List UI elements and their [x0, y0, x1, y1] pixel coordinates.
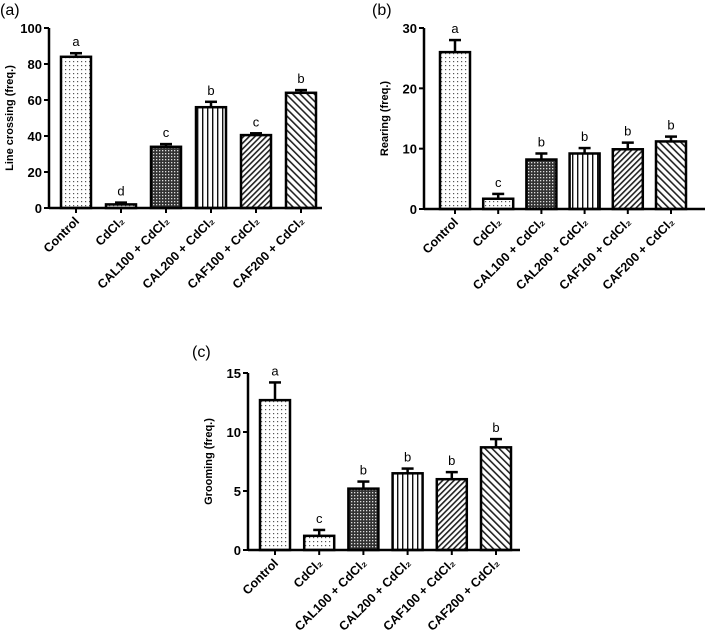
x-tick-label: CdCl₂	[470, 215, 504, 249]
bar-5	[654, 140, 688, 211]
y-axis-label: Line crossing (freq.)	[4, 65, 16, 171]
significance-letter: a	[451, 21, 459, 36]
y-tick-label: 60	[28, 93, 42, 108]
significance-letter: a	[72, 34, 80, 49]
bar-0	[258, 398, 292, 552]
significance-letter: b	[297, 71, 304, 86]
bar-0	[59, 55, 93, 210]
y-tick-label: 10	[227, 425, 241, 440]
y-tick-label: 80	[28, 57, 42, 72]
significance-letter: d	[117, 184, 124, 199]
bar-1	[481, 197, 515, 211]
y-axis-label: Rearing (freq.)	[379, 81, 391, 157]
x-tick-label: Control	[41, 214, 82, 255]
significance-letter: c	[316, 511, 323, 526]
x-tick-label: Control	[420, 215, 461, 256]
y-tick-label: 15	[227, 366, 241, 381]
panel-label: (c)	[192, 344, 211, 361]
y-tick-label: 5	[234, 484, 241, 499]
bar-2	[525, 158, 558, 211]
bar-4	[611, 148, 645, 211]
bar-3	[568, 152, 601, 211]
chart-grooming: (c)Grooming (freq.)aControlcCdCl₂bCAL100…	[192, 344, 520, 634]
x-tick-label: CdCl₂	[93, 214, 127, 248]
significance-letter: b	[404, 450, 411, 465]
significance-letter: c	[495, 175, 502, 190]
y-tick-label: 20	[28, 165, 42, 180]
bar-4	[435, 477, 469, 552]
y-tick-label: 100	[20, 21, 42, 36]
bar-1	[302, 534, 336, 552]
chart-rearing: (b)Rearing (freq.)aControlcCdCl₂bCAL100 …	[372, 2, 705, 293]
significance-letter: b	[581, 129, 588, 144]
y-tick-label: 40	[28, 129, 42, 144]
significance-letter: b	[492, 420, 499, 435]
bar-0	[438, 50, 472, 211]
significance-letter: a	[271, 363, 279, 378]
bar-3	[194, 105, 228, 210]
significance-letter: c	[253, 114, 260, 129]
bar-3	[391, 472, 424, 552]
bar-2	[149, 145, 183, 210]
significance-letter: b	[667, 118, 674, 133]
significance-letter: b	[360, 463, 367, 478]
significance-letter: b	[538, 134, 545, 149]
y-tick-label: 10	[403, 142, 417, 157]
x-tick-label: CdCl₂	[291, 556, 325, 590]
significance-letter: c	[163, 125, 170, 140]
y-tick-label: 0	[234, 543, 241, 558]
y-tick-label: 30	[403, 21, 417, 36]
bar-5	[284, 91, 318, 210]
y-tick-label: 0	[35, 201, 42, 216]
panel-label: (b)	[372, 2, 392, 19]
panel-label: (a)	[0, 2, 20, 19]
bar-4	[239, 133, 273, 210]
significance-letter: b	[207, 83, 214, 98]
chart-line-crossing: (a)Line crossing (freq.)aControldCdCl₂cC…	[0, 2, 322, 292]
y-tick-label: 20	[403, 81, 417, 96]
bar-5	[479, 446, 513, 552]
x-tick-label: Control	[240, 556, 281, 597]
y-axis-label: Grooming (freq.)	[203, 418, 215, 505]
bar-2	[347, 487, 380, 552]
significance-letter: b	[624, 124, 631, 139]
significance-letter: b	[448, 453, 455, 468]
y-tick-label: 0	[410, 202, 417, 217]
